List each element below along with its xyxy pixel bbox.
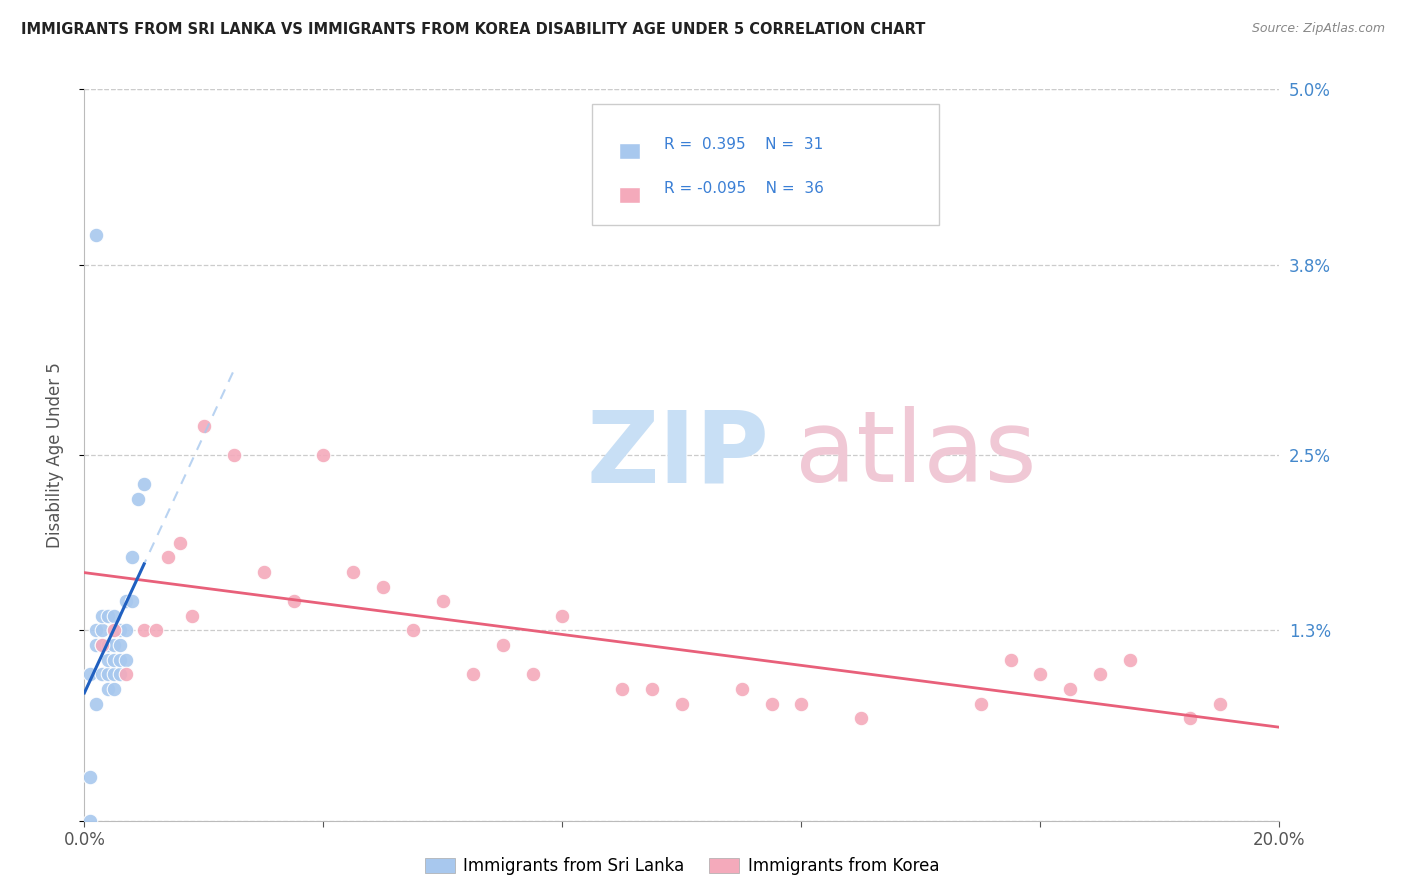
Point <box>121 594 143 608</box>
Point <box>127 491 149 506</box>
Point <box>371 580 394 594</box>
Point <box>115 667 138 681</box>
Point <box>180 608 204 623</box>
Point <box>86 638 108 652</box>
Point <box>110 624 132 638</box>
Point <box>522 667 544 681</box>
Point <box>551 608 574 623</box>
FancyBboxPatch shape <box>592 103 939 225</box>
Point <box>432 594 454 608</box>
Point <box>91 608 114 623</box>
Point <box>193 418 215 433</box>
Point <box>115 594 138 608</box>
Point <box>283 594 305 608</box>
Y-axis label: Disability Age Under 5: Disability Age Under 5 <box>45 362 63 548</box>
Text: R = -0.095    N =  36: R = -0.095 N = 36 <box>664 181 824 196</box>
Point <box>169 535 191 549</box>
Point <box>461 667 484 681</box>
Point <box>103 667 125 681</box>
Point <box>849 711 872 725</box>
Text: atlas: atlas <box>796 407 1038 503</box>
Point <box>402 624 425 638</box>
Point <box>86 624 108 638</box>
Point <box>91 624 114 638</box>
Point <box>115 624 138 638</box>
Point <box>145 624 167 638</box>
Point <box>1090 667 1112 681</box>
Point <box>610 681 633 696</box>
Point <box>103 608 125 623</box>
Point <box>103 638 125 652</box>
Point <box>79 814 101 828</box>
Point <box>157 550 180 565</box>
Point <box>79 770 101 784</box>
Text: Source: ZipAtlas.com: Source: ZipAtlas.com <box>1251 22 1385 36</box>
Point <box>121 550 143 565</box>
Point <box>1208 697 1232 711</box>
Point <box>253 565 276 579</box>
Point <box>671 697 693 711</box>
Point <box>115 653 138 667</box>
Point <box>79 667 101 681</box>
Point <box>110 667 132 681</box>
Text: ZIP: ZIP <box>586 407 769 503</box>
Point <box>110 638 132 652</box>
Point <box>86 697 108 711</box>
Text: IMMIGRANTS FROM SRI LANKA VS IMMIGRANTS FROM KOREA DISABILITY AGE UNDER 5 CORREL: IMMIGRANTS FROM SRI LANKA VS IMMIGRANTS … <box>21 22 925 37</box>
Point <box>97 681 120 696</box>
Point <box>86 228 108 243</box>
Point <box>312 448 335 462</box>
Point <box>97 608 120 623</box>
Point <box>1000 653 1022 667</box>
Point <box>97 653 120 667</box>
Point <box>132 477 156 491</box>
Point <box>222 448 245 462</box>
Bar <box>619 144 640 160</box>
Point <box>761 697 783 711</box>
Point <box>1029 667 1052 681</box>
Text: R =  0.395    N =  31: R = 0.395 N = 31 <box>664 137 824 153</box>
Point <box>103 681 125 696</box>
Point <box>97 638 120 652</box>
Point <box>970 697 993 711</box>
Point <box>110 653 132 667</box>
Point <box>790 697 813 711</box>
Point <box>91 638 114 652</box>
Point <box>91 667 114 681</box>
Point <box>1059 681 1081 696</box>
Point <box>103 624 125 638</box>
Point <box>91 638 114 652</box>
Bar <box>619 187 640 203</box>
Point <box>103 653 125 667</box>
Point <box>103 624 125 638</box>
Point <box>731 681 754 696</box>
Point <box>492 638 515 652</box>
Legend: Immigrants from Sri Lanka, Immigrants from Korea: Immigrants from Sri Lanka, Immigrants fr… <box>418 850 946 882</box>
Point <box>97 667 120 681</box>
Point <box>1178 711 1201 725</box>
Point <box>641 681 664 696</box>
Point <box>1119 653 1142 667</box>
Point <box>132 624 156 638</box>
Point <box>342 565 364 579</box>
